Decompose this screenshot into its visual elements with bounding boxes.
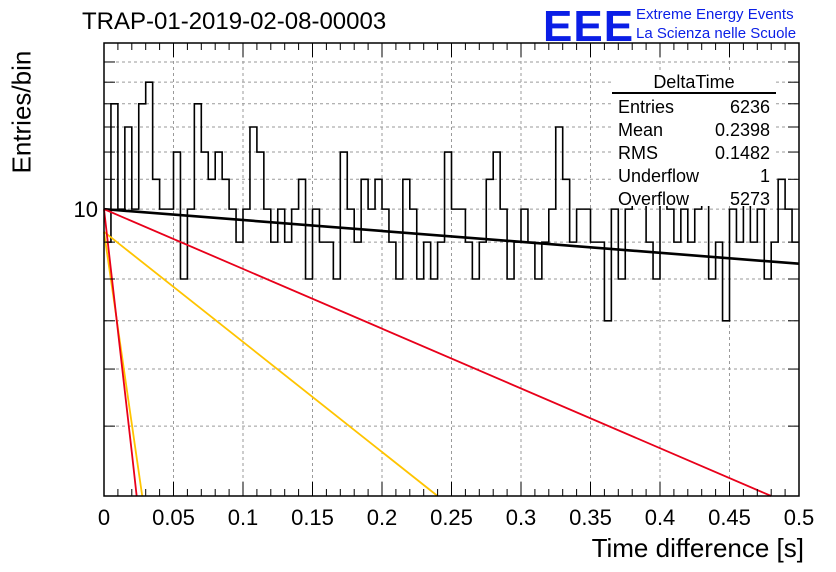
stats-label: Entries	[618, 97, 675, 117]
x-tick-label: 0.25	[430, 505, 473, 530]
stats-row-underflow: Underflow 1	[612, 165, 776, 188]
axis-tick-labels: 0 0.05 0.1 0.15 0.2 0.25 0.3 0.35 0.4 0.45 0.5 10	[74, 197, 815, 530]
stats-box: DeltaTime Entries 6236 Mean 0.2398 RMS 0…	[612, 72, 776, 209]
x-tick-label: 0.45	[708, 505, 751, 530]
logo-line-2: La Scienza nelle Scuole	[636, 25, 797, 42]
x-tick-label: 0.35	[569, 505, 612, 530]
stats-value: 5273	[729, 189, 770, 209]
x-tick-label: 0	[98, 505, 110, 530]
stats-value: 1	[759, 166, 770, 186]
fit-curve-4	[103, 231, 144, 497]
stats-value: 0.1482	[714, 143, 770, 163]
stats-label: Mean	[618, 120, 664, 140]
logo-line-1: Extreme Energy Events	[636, 6, 794, 23]
x-tick-label: 0.3	[506, 505, 537, 530]
fit-curve-5	[103, 209, 138, 497]
chart-title: TRAP-01-2019-02-08-00003	[82, 8, 387, 35]
axis-ticks	[103, 43, 800, 496]
stats-value: 6236	[729, 97, 770, 117]
stats-row-rms: RMS 0.1482	[612, 142, 776, 165]
x-tick-label: 0.05	[152, 505, 195, 530]
y-tick-label: 10	[74, 197, 98, 222]
histogram-series	[104, 81, 799, 322]
x-axis-label: Time difference [s]	[591, 533, 804, 563]
stats-box-title: DeltaTime	[612, 72, 776, 94]
fit-curves	[103, 207, 800, 497]
x-tick-label: 0.1	[228, 505, 259, 530]
histogram-steps	[104, 81, 799, 322]
stats-row-entries: Entries 6236	[612, 96, 776, 119]
x-tick-label: 0.15	[291, 505, 334, 530]
fit-curve-3	[103, 231, 439, 497]
fit-curve-2	[103, 208, 772, 497]
x-tick-label: 0.4	[645, 505, 676, 530]
logo-mark: EEE	[543, 2, 635, 51]
stats-row-overflow: Overflow 5273	[612, 188, 776, 211]
fit-curve-1	[103, 207, 800, 266]
stats-value: 0.2398	[714, 120, 770, 140]
stats-label: RMS	[618, 143, 658, 163]
x-tick-label: 0.5	[784, 505, 815, 530]
x-tick-label: 0.2	[367, 505, 398, 530]
stats-row-mean: Mean 0.2398	[612, 119, 776, 142]
stats-label: Underflow	[618, 166, 700, 186]
y-axis-label: Entries/bin	[6, 50, 37, 174]
stats-label: Overflow	[618, 189, 690, 209]
